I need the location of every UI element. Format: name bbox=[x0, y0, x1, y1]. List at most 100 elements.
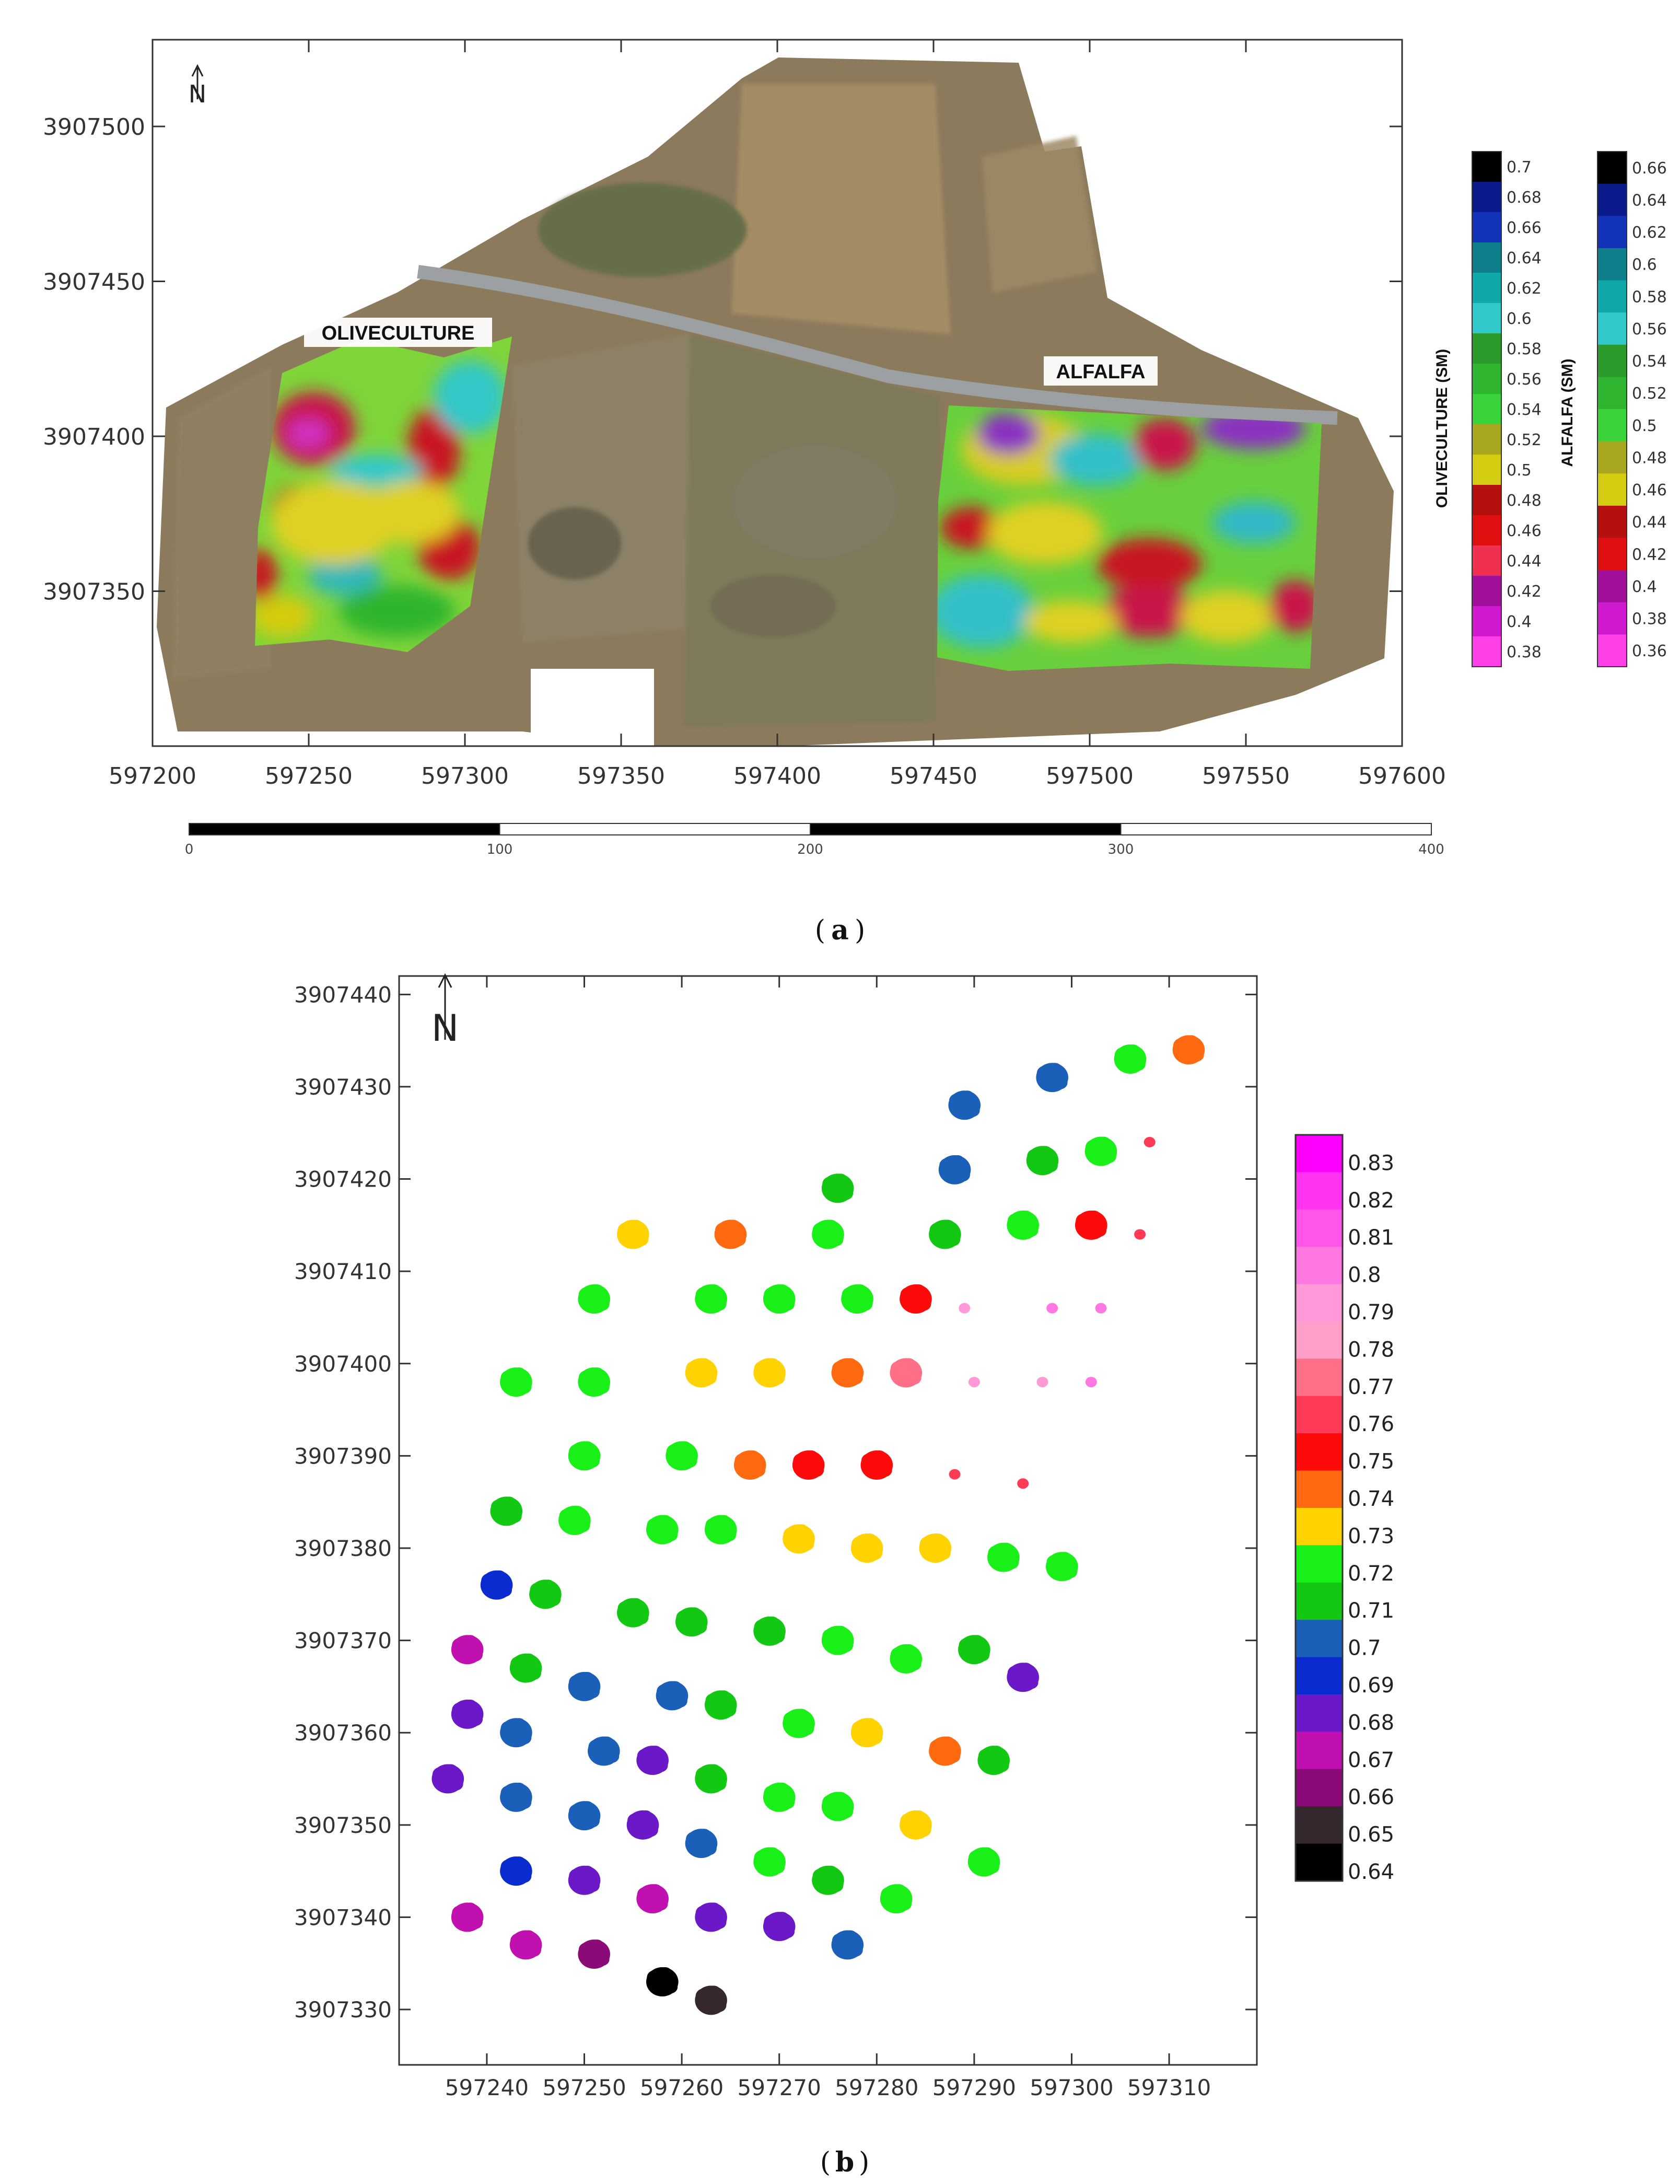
scale-segment bbox=[810, 823, 1122, 835]
canopy-point bbox=[967, 1847, 1000, 1877]
legend-label: 0.66 bbox=[1632, 159, 1667, 178]
legend-label: 0.48 bbox=[1632, 449, 1667, 467]
svg-text:): ) bbox=[859, 2147, 869, 2178]
panel-a-orthophoto bbox=[153, 40, 1402, 746]
canopy-point bbox=[1085, 1377, 1097, 1388]
legend-alfalfa-title: ALFALFA (SM) bbox=[1559, 358, 1576, 467]
legend-label: 0.62 bbox=[1632, 224, 1667, 242]
canopy-point bbox=[821, 1792, 854, 1821]
x-tick-label-a: 597200 bbox=[109, 763, 196, 789]
legend-label: 0.48 bbox=[1507, 492, 1542, 510]
canopy-point bbox=[929, 1219, 961, 1249]
legend-swatch bbox=[1472, 606, 1501, 637]
legend-b-label: 0.82 bbox=[1348, 1189, 1394, 1213]
legend-b-label: 0.65 bbox=[1348, 1823, 1394, 1847]
x-tick-label-a: 597300 bbox=[421, 763, 509, 789]
legend-label: 0.56 bbox=[1507, 370, 1542, 389]
legend-b-label: 0.71 bbox=[1348, 1599, 1394, 1623]
legend-swatch bbox=[1472, 455, 1501, 485]
legend-swatch bbox=[1597, 248, 1627, 281]
legend-swatch bbox=[1472, 485, 1501, 516]
y-tick-label-b: 3907350 bbox=[294, 1813, 392, 1838]
canopy-point bbox=[890, 1358, 923, 1388]
panel-a-axes: 597200 597250 597300 597350 597400 597450 5975… bbox=[43, 40, 1446, 789]
canopy-point bbox=[704, 1690, 737, 1720]
canopy-point bbox=[753, 1616, 786, 1646]
canopy-point bbox=[578, 1284, 610, 1314]
canopy-point bbox=[568, 1801, 601, 1831]
x-tick-label-b: 597250 bbox=[542, 2075, 626, 2100]
canopy-point bbox=[500, 1782, 532, 1812]
canopy-point bbox=[568, 1865, 601, 1895]
canopy-point bbox=[919, 1533, 952, 1563]
scale-label: 400 bbox=[1418, 842, 1444, 857]
legend-label: 0.68 bbox=[1507, 189, 1542, 207]
x-tick-label-a: 597450 bbox=[890, 763, 977, 789]
legend-b-swatch bbox=[1296, 1135, 1343, 1172]
legend-b-swatch bbox=[1296, 1396, 1343, 1434]
svg-text:a: a bbox=[831, 914, 849, 946]
legend-label: 0.4 bbox=[1632, 578, 1657, 596]
canopy-point bbox=[783, 1709, 815, 1738]
legend-label: 0.6 bbox=[1507, 310, 1532, 328]
x-tick-label-b: 597260 bbox=[640, 2075, 724, 2100]
legend-b-label: 0.74 bbox=[1348, 1487, 1394, 1511]
legend-swatch bbox=[1597, 602, 1627, 635]
legend-b-label: 0.79 bbox=[1348, 1300, 1394, 1325]
legend-swatch bbox=[1597, 152, 1627, 184]
canopy-point bbox=[958, 1635, 990, 1665]
canopy-point bbox=[753, 1358, 786, 1388]
canopy-point bbox=[821, 1625, 854, 1655]
canopy-point bbox=[656, 1681, 689, 1711]
canopy-point bbox=[948, 1090, 981, 1120]
canopy-point bbox=[568, 1441, 601, 1471]
scale-segment bbox=[1120, 823, 1432, 835]
legend-swatch bbox=[1472, 364, 1501, 394]
panel-b: 597240 597250 597260 597270 597280 597290 5973… bbox=[294, 973, 1394, 2178]
y-tick-label-b: 3907360 bbox=[294, 1720, 392, 1746]
canopy-point bbox=[1017, 1478, 1029, 1489]
canopy-point bbox=[783, 1524, 815, 1554]
canopy-point bbox=[636, 1746, 669, 1775]
canopy-point bbox=[850, 1718, 883, 1748]
legend-label: 0.62 bbox=[1507, 280, 1542, 298]
canopy-point bbox=[929, 1736, 961, 1766]
plot-frame bbox=[398, 975, 1258, 2066]
scale-segment bbox=[189, 823, 500, 835]
legend-label: 0.54 bbox=[1632, 353, 1667, 371]
legend-swatch bbox=[1472, 303, 1501, 334]
canopy-point bbox=[763, 1284, 796, 1314]
legend-b-label: 0.73 bbox=[1348, 1524, 1394, 1548]
legend-b-label: 0.64 bbox=[1348, 1860, 1394, 1884]
canopy-point bbox=[568, 1671, 601, 1701]
x-tick-label-a: 597350 bbox=[577, 763, 665, 789]
canopy-point bbox=[733, 1450, 766, 1480]
canopy-point bbox=[763, 1782, 796, 1812]
legend-b-label: 0.76 bbox=[1348, 1412, 1394, 1436]
x-tick-label-a: 597550 bbox=[1202, 763, 1290, 789]
canopy-point bbox=[977, 1746, 1010, 1775]
y-tick-label-a: 3907500 bbox=[43, 114, 145, 141]
legend-swatch bbox=[1597, 312, 1627, 345]
canopy-point bbox=[890, 1644, 923, 1674]
legend-label: 0.7 bbox=[1507, 158, 1532, 177]
canopy-point bbox=[490, 1496, 523, 1526]
caption-b: ( b ) bbox=[820, 2146, 870, 2178]
canopy-point bbox=[675, 1607, 708, 1637]
legend-b-swatch bbox=[1296, 1172, 1343, 1210]
canopy-point bbox=[500, 1367, 532, 1397]
canopy-point bbox=[451, 1635, 484, 1665]
canopy-point bbox=[1084, 1136, 1117, 1166]
label-oliveculture: OLIVECULTURE bbox=[322, 322, 475, 344]
canopy-point bbox=[500, 1718, 532, 1748]
canopy-point bbox=[792, 1450, 825, 1480]
canopy-point bbox=[1095, 1303, 1107, 1314]
canopy-point bbox=[841, 1284, 873, 1314]
canopy-point bbox=[451, 1699, 484, 1729]
canopy-point bbox=[695, 1764, 727, 1794]
canopy-point bbox=[831, 1930, 864, 1960]
legend-swatch bbox=[1472, 576, 1501, 607]
canopy-point bbox=[529, 1579, 562, 1609]
canopy-point bbox=[987, 1542, 1020, 1572]
legend-label: 0.64 bbox=[1632, 191, 1667, 210]
